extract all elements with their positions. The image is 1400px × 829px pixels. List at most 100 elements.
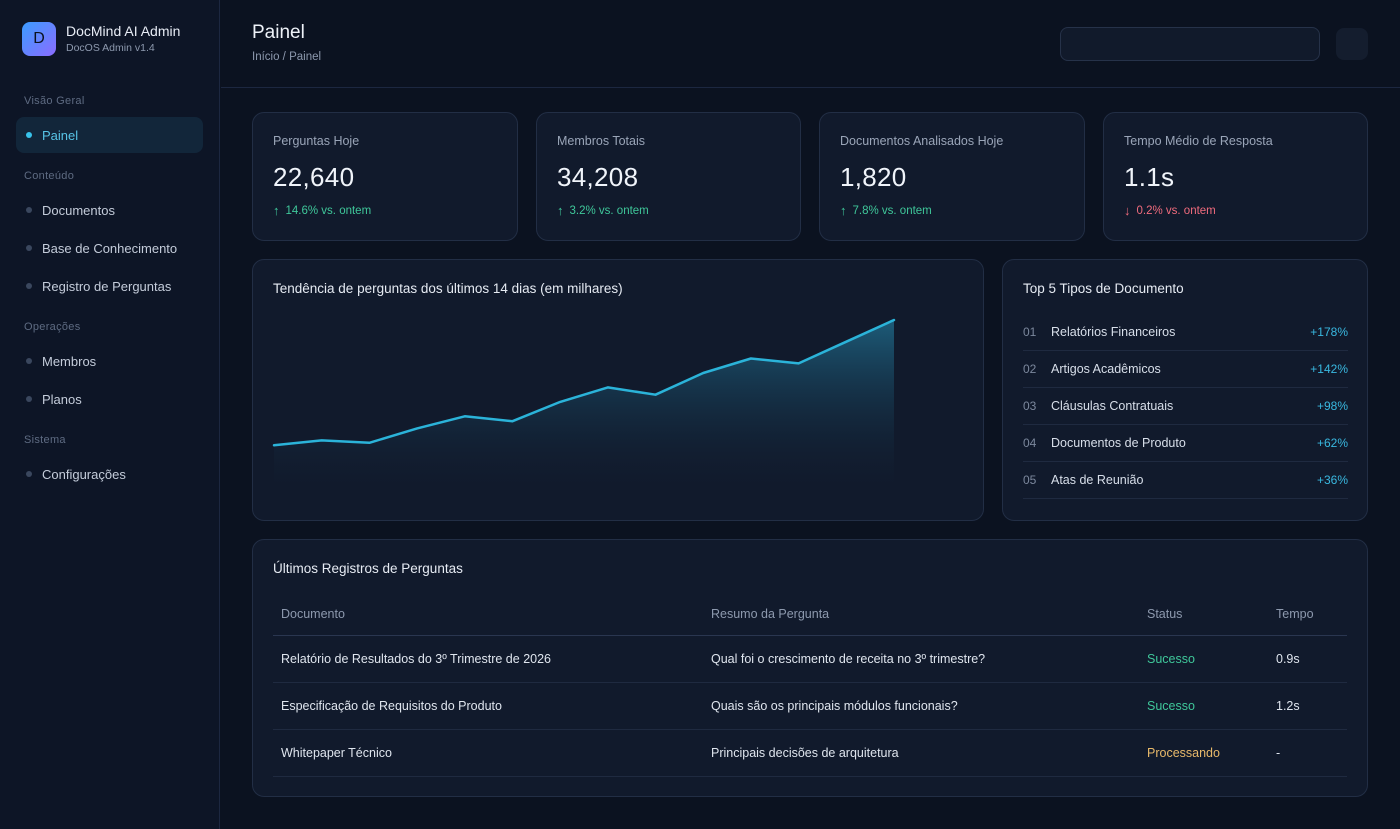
type-growth: +36% [1316, 473, 1348, 487]
cell-summary: Qual foi o crescimento de receita no 3º … [703, 635, 1139, 683]
arrow-up-icon: ↑ [273, 203, 280, 218]
column-header[interactable]: Documento [273, 594, 703, 636]
sidebar-item-label: Configurações [42, 466, 126, 482]
cell-summary: Quais são os principais módulos funciona… [703, 682, 1139, 730]
rank-number: 03 [1023, 399, 1037, 413]
nav-section-overview: Visão Geral [24, 95, 85, 107]
sidebar-item-label: Planos [42, 391, 82, 407]
logs-card: Últimos Registros de Perguntas Documento… [252, 539, 1368, 797]
stat-label: Perguntas Hoje [273, 134, 360, 148]
column-header[interactable]: Tempo [1268, 594, 1347, 636]
cell-document: Relatório de Resultados do 3º Trimestre … [273, 635, 703, 683]
stat-label: Tempo Médio de Resposta [1124, 134, 1273, 148]
nav-section-operations: Operações [24, 321, 81, 333]
brand-version: DocOS Admin v1.4 [66, 42, 155, 54]
stat-card-membros: Membros Totais 34,208 ↑ 3.2% vs. ontem [536, 112, 801, 241]
sidebar-item-label: Membros [42, 353, 97, 369]
type-name: Relatórios Financeiros [1051, 325, 1176, 339]
status-badge: Sucesso [1139, 682, 1268, 730]
cell-time: 0.9s [1268, 635, 1347, 683]
sidebar-item-label: Registro de Perguntas [42, 278, 172, 294]
sidebar-item-label: Base de Conhecimento [42, 240, 178, 256]
status-badge: Processando [1139, 729, 1268, 777]
nav-section-system: Sistema [24, 434, 66, 446]
table-row[interactable]: Relatório de Resultados do 3º Trimestre … [273, 635, 1347, 683]
sidebar-item-configuracoes[interactable]: Configurações [16, 456, 203, 492]
chart-line [272, 318, 896, 447]
rank-number: 01 [1023, 325, 1037, 339]
trend-chart [272, 318, 896, 491]
arrow-down-icon: ↓ [1124, 203, 1131, 218]
nav-dot-icon [26, 396, 32, 402]
logs-title: Últimos Registros de Perguntas [273, 561, 463, 576]
nav-section-content: Conteúdo [24, 170, 75, 182]
column-header[interactable]: Resumo da Pergunta [703, 594, 1139, 636]
stat-card-tempo: Tempo Médio de Resposta 1.1s ↓ 0.2% vs. … [1103, 112, 1368, 241]
top-type-row[interactable]: 01 Relatórios Financeiros +178% [1023, 314, 1348, 351]
top-type-row[interactable]: 03 Cláusulas Contratuais +98% [1023, 388, 1348, 425]
brand[interactable]: D DocMind AI Admin DocOS Admin v1.4 [22, 22, 180, 56]
nav-dot-icon [26, 245, 32, 251]
top-type-row[interactable]: 05 Atas de Reunião +36% [1023, 462, 1348, 499]
stat-delta-text: 14.6% vs. ontem [285, 204, 372, 217]
brand-logo: D [22, 22, 56, 56]
sidebar-item-label: Painel [42, 127, 79, 143]
type-name: Cláusulas Contratuais [1051, 399, 1174, 413]
nav-dot-icon [26, 132, 32, 138]
sidebar-item-label: Documentos [42, 202, 115, 218]
stat-value: 1,820 [840, 162, 907, 192]
search-input[interactable] [1060, 27, 1320, 61]
stat-card-documentos: Documentos Analisados Hoje 1,820 ↑ 7.8% … [819, 112, 1085, 241]
breadcrumb[interactable]: Início / Painel [252, 51, 322, 63]
header-action-button[interactable] [1336, 28, 1368, 60]
top-type-row[interactable]: 04 Documentos de Produto +62% [1023, 425, 1348, 462]
table-header-row: Documento Resumo da Pergunta Status Temp… [273, 594, 1347, 636]
chart-title: Tendência de perguntas dos últimos 14 di… [273, 281, 623, 296]
cell-document: Especificação de Requisitos do Produto [273, 682, 703, 730]
brand-name: DocMind AI Admin [66, 23, 181, 39]
top-types-title: Top 5 Tipos de Documento [1023, 281, 1184, 296]
cell-time: - [1268, 729, 1347, 777]
nav-dot-icon [26, 207, 32, 213]
stat-value: 22,640 [273, 162, 355, 192]
type-name: Atas de Reunião [1051, 473, 1144, 487]
rank-number: 02 [1023, 362, 1037, 376]
stat-card-perguntas: Perguntas Hoje 22,640 ↑ 14.6% vs. ontem [252, 112, 518, 241]
sidebar-item-membros[interactable]: Membros [16, 343, 203, 379]
arrow-up-icon: ↑ [557, 203, 564, 218]
trend-chart-card: Tendência de perguntas dos últimos 14 di… [252, 259, 984, 521]
sidebar-item-documentos[interactable]: Documentos [16, 192, 203, 228]
column-header[interactable]: Status [1139, 594, 1268, 636]
type-name: Artigos Acadêmicos [1051, 362, 1161, 376]
page-title: Painel [252, 22, 305, 43]
rank-number: 05 [1023, 473, 1037, 487]
stat-delta-text: 3.2% vs. ontem [569, 204, 649, 217]
nav-dot-icon [26, 471, 32, 477]
top-type-row[interactable]: 02 Artigos Acadêmicos +142% [1023, 351, 1348, 388]
arrow-up-icon: ↑ [840, 203, 847, 218]
stat-delta: ↑ 7.8% vs. ontem [840, 203, 932, 218]
top-header: Painel Início / Painel [221, 0, 1400, 88]
top-types-card: Top 5 Tipos de Documento 01 Relatórios F… [1002, 259, 1368, 521]
type-growth: +178% [1310, 325, 1348, 339]
stat-value: 34,208 [557, 162, 639, 192]
stat-label: Membros Totais [557, 134, 645, 148]
table-row[interactable]: Especificação de Requisitos do Produto Q… [273, 682, 1347, 730]
sidebar-item-planos[interactable]: Planos [16, 381, 203, 417]
table-row[interactable]: Whitepaper Técnico Principais decisões d… [273, 729, 1347, 777]
rank-number: 04 [1023, 436, 1037, 450]
sidebar-item-painel[interactable]: Painel [16, 117, 203, 153]
type-growth: +98% [1316, 399, 1348, 413]
sidebar-item-registro-perguntas[interactable]: Registro de Perguntas [16, 268, 203, 304]
chart-area [274, 320, 894, 491]
stat-delta: ↓ 0.2% vs. ontem [1124, 203, 1216, 218]
sidebar: D DocMind AI Admin DocOS Admin v1.4 Visã… [0, 0, 220, 829]
status-badge: Sucesso [1139, 635, 1268, 683]
cell-document: Whitepaper Técnico [273, 729, 703, 777]
logs-table: Documento Resumo da Pergunta Status Temp… [273, 594, 1347, 777]
sidebar-item-base-conhecimento[interactable]: Base de Conhecimento [16, 230, 203, 266]
nav-dot-icon [26, 358, 32, 364]
stat-label: Documentos Analisados Hoje [840, 134, 1004, 148]
nav-dot-icon [26, 283, 32, 289]
cell-time: 1.2s [1268, 682, 1347, 730]
